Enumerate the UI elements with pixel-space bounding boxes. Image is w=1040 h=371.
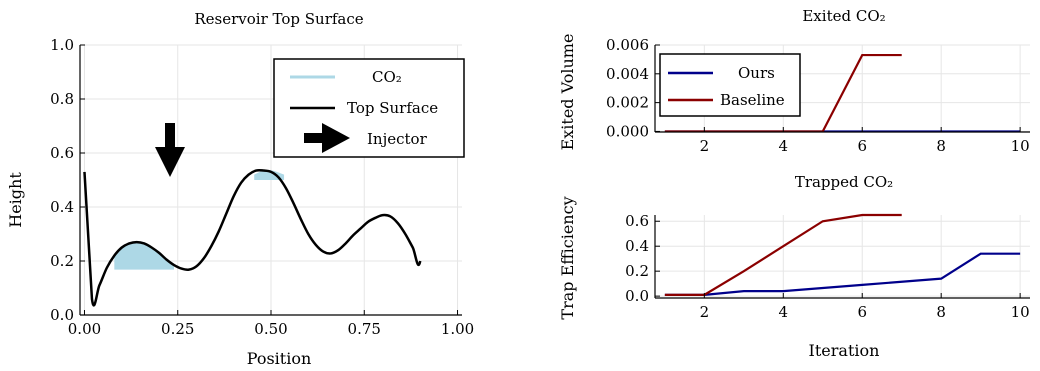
x-tick-label: 0.25 bbox=[161, 320, 194, 338]
x-tick-label: 2 bbox=[700, 137, 710, 155]
trapped-chart-title: Trapped CO₂ bbox=[795, 173, 893, 191]
y-tick-label: 0.4 bbox=[625, 237, 649, 255]
reservoir-chart: Reservoir Top Surface 0.00 0.25 0.50 0.75 1.… bbox=[6, 10, 474, 368]
y-tick-label: 0.002 bbox=[606, 94, 649, 112]
y-tick-label: 0.6 bbox=[50, 144, 74, 162]
x-tick-label: 0.75 bbox=[348, 320, 381, 338]
reservoir-x-axis-label: Position bbox=[247, 349, 312, 368]
x-tick-label: 4 bbox=[779, 137, 789, 155]
exited-chart-title: Exited CO₂ bbox=[802, 7, 885, 25]
trapped-x-axis-label: Iteration bbox=[809, 341, 880, 360]
x-tick-label: 2 bbox=[700, 303, 710, 321]
x-tick-label: 4 bbox=[779, 303, 789, 321]
legend-label-baseline: Baseline bbox=[720, 91, 785, 109]
y-tick-label: 0.0 bbox=[625, 287, 649, 305]
legend-label-co2: CO₂ bbox=[372, 68, 402, 86]
trapped-chart: Trapped CO₂ 2 4 6 8 10 0.0 0.2 0.4 0.6 Iteration… bbox=[558, 173, 1030, 360]
legend-label-ours: Ours bbox=[738, 64, 775, 82]
co2-region bbox=[114, 242, 175, 270]
y-tick-label: 0.2 bbox=[50, 252, 74, 270]
reservoir-y-axis-label: Height bbox=[6, 172, 25, 228]
exited-chart: Exited CO₂ 2 4 6 8 10 0.000 0.002 0.004 0.006 Ou… bbox=[558, 7, 1030, 155]
x-tick-label: 0.50 bbox=[254, 320, 287, 338]
x-tick-label: 8 bbox=[936, 303, 946, 321]
y-tick-label: 0.004 bbox=[606, 65, 649, 83]
x-tick-label: 1.00 bbox=[441, 320, 474, 338]
top-surface-line bbox=[83, 168, 422, 307]
series-line-ours bbox=[664, 252, 1021, 296]
y-tick-label: 0.006 bbox=[606, 36, 649, 54]
x-tick-label: 8 bbox=[936, 137, 946, 155]
y-tick-label: 0.6 bbox=[625, 212, 649, 230]
y-tick-label: 0.0 bbox=[50, 306, 74, 324]
legend-label-injector: Injector bbox=[367, 130, 428, 148]
x-tick-label: 10 bbox=[1011, 303, 1030, 321]
x-tick-label: 6 bbox=[857, 137, 867, 155]
trapped-y-axis-label: Trap Efficiency bbox=[558, 196, 577, 319]
reservoir-chart-title: Reservoir Top Surface bbox=[194, 10, 363, 28]
exited-legend-box bbox=[659, 53, 801, 117]
x-tick-label: 0.00 bbox=[68, 320, 101, 338]
y-tick-label: 0.8 bbox=[50, 90, 74, 108]
y-tick-label: 0.000 bbox=[606, 122, 649, 140]
x-tick-label: 6 bbox=[857, 303, 867, 321]
co2-region bbox=[254, 170, 285, 180]
y-tick-label: 1.0 bbox=[50, 36, 74, 54]
y-tick-label: 0.4 bbox=[50, 198, 74, 216]
reservoir-legend: CO₂ Top Surface Injector bbox=[273, 58, 465, 158]
exited-legend: Ours Baseline bbox=[659, 53, 801, 117]
injector-arrow bbox=[155, 123, 185, 177]
legend-swatch-injector-icon bbox=[304, 123, 350, 153]
y-tick-label: 0.2 bbox=[625, 262, 649, 280]
exited-y-axis-label: Exited Volume bbox=[558, 34, 577, 151]
x-tick-label: 10 bbox=[1011, 137, 1030, 155]
legend-label-top-surface: Top Surface bbox=[347, 99, 438, 117]
